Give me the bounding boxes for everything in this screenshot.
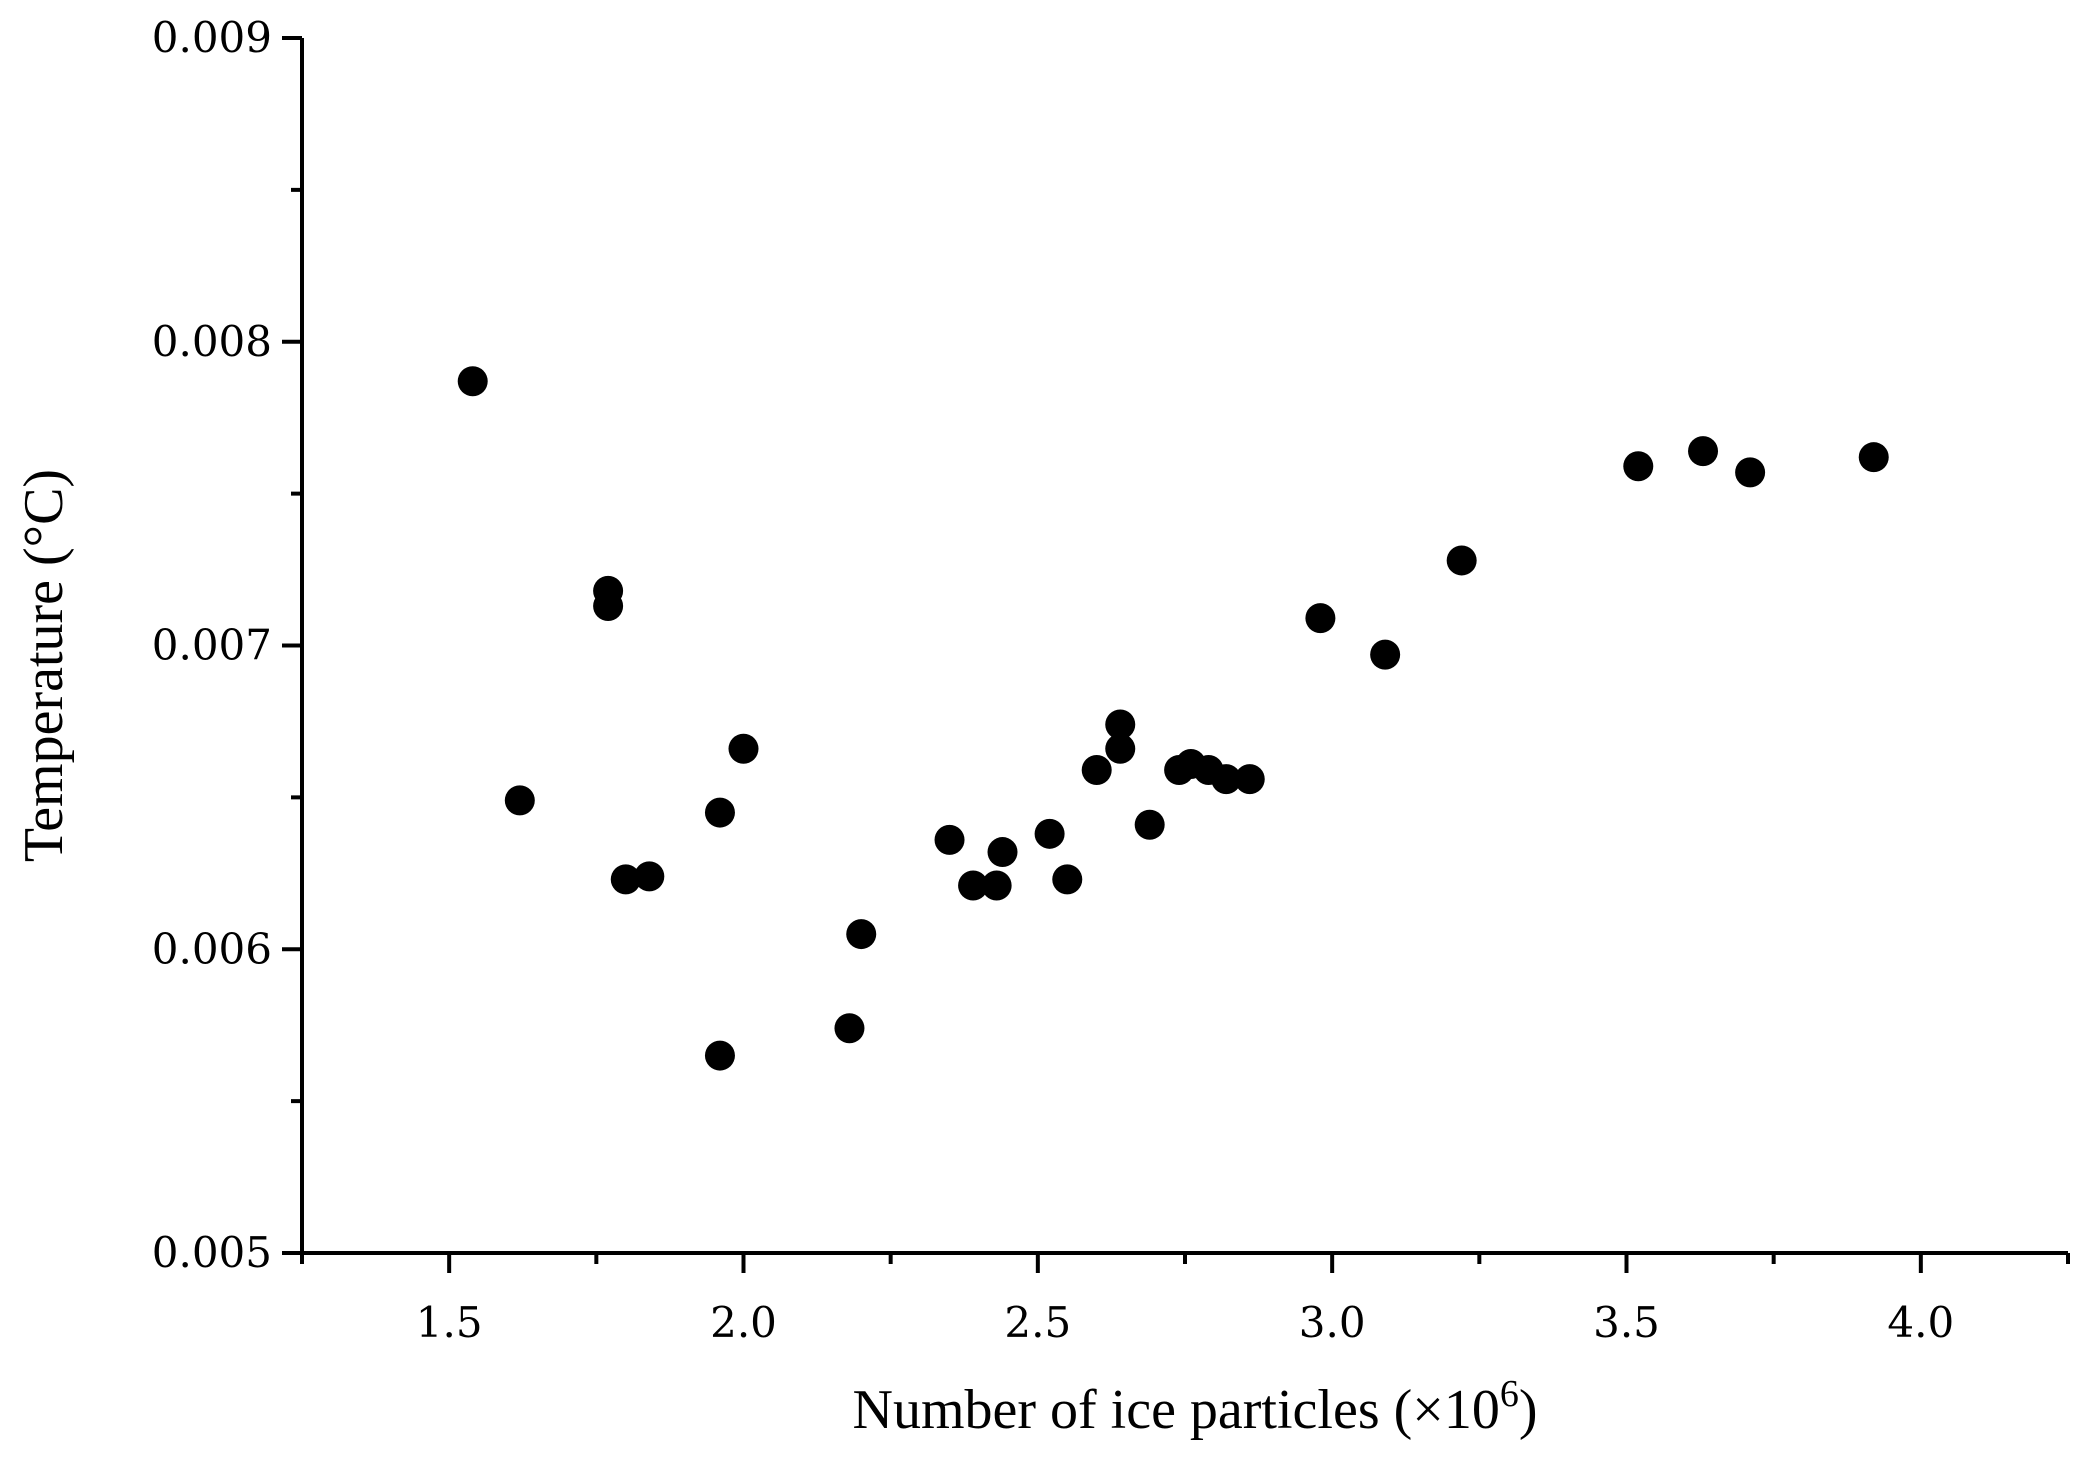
data-point bbox=[1688, 436, 1719, 467]
data-point bbox=[1052, 864, 1083, 895]
data-point bbox=[834, 1013, 865, 1044]
data-point bbox=[1081, 755, 1112, 786]
data-point bbox=[1370, 639, 1401, 670]
x-axis-title: Number of ice particles (×106) bbox=[853, 1373, 1538, 1441]
x-tick-label: 2.0 bbox=[710, 1298, 777, 1347]
data-point bbox=[634, 861, 665, 892]
data-point bbox=[1134, 809, 1165, 840]
data-point bbox=[610, 864, 641, 895]
y-axis-title: Temperature (°C) bbox=[13, 469, 75, 862]
data-point bbox=[704, 1040, 735, 1071]
axes bbox=[300, 38, 2068, 1255]
data-point bbox=[1105, 733, 1136, 764]
y-ticks: 0.005 0.006 0.007 0.008 0.009 bbox=[152, 13, 302, 1277]
x-tick-label: 3.5 bbox=[1593, 1298, 1660, 1347]
data-point bbox=[1735, 457, 1766, 488]
x-ticks: 1.5 2.0 2.5 3.0 3.5 4.0 bbox=[300, 1253, 2070, 1347]
y-tick-label: 0.007 bbox=[152, 621, 272, 670]
x-tick-label: 2.5 bbox=[1004, 1298, 1071, 1347]
x-axis-title-close: ) bbox=[1519, 1379, 1538, 1441]
data-point bbox=[1858, 442, 1889, 473]
x-axis-title-superscript: 6 bbox=[1500, 1373, 1519, 1415]
y-tick-label: 0.008 bbox=[152, 317, 272, 366]
data-point bbox=[704, 797, 735, 828]
data-point bbox=[457, 366, 488, 397]
data-point bbox=[934, 824, 965, 855]
data-point bbox=[728, 733, 759, 764]
data-point bbox=[1234, 764, 1265, 795]
data-point bbox=[958, 870, 989, 901]
data-point bbox=[504, 785, 535, 816]
y-tick-label: 0.006 bbox=[152, 924, 272, 973]
y-tick-label: 0.005 bbox=[152, 1228, 272, 1277]
data-point bbox=[1211, 764, 1242, 795]
data-point bbox=[987, 837, 1018, 868]
data-points bbox=[457, 366, 1889, 1071]
data-point bbox=[1034, 818, 1065, 849]
x-axis-title-main: Number of ice particles (×10 bbox=[853, 1379, 1500, 1441]
data-point bbox=[846, 919, 877, 950]
y-tick-label: 0.009 bbox=[152, 13, 272, 62]
data-point bbox=[1105, 709, 1136, 740]
data-point bbox=[1446, 545, 1477, 576]
data-point bbox=[593, 591, 624, 622]
x-tick-label: 4.0 bbox=[1887, 1298, 1954, 1347]
data-point bbox=[1623, 451, 1654, 482]
x-tick-label: 1.5 bbox=[416, 1298, 483, 1347]
data-point bbox=[1305, 603, 1336, 634]
x-tick-label: 3.0 bbox=[1299, 1298, 1366, 1347]
data-point bbox=[981, 870, 1012, 901]
